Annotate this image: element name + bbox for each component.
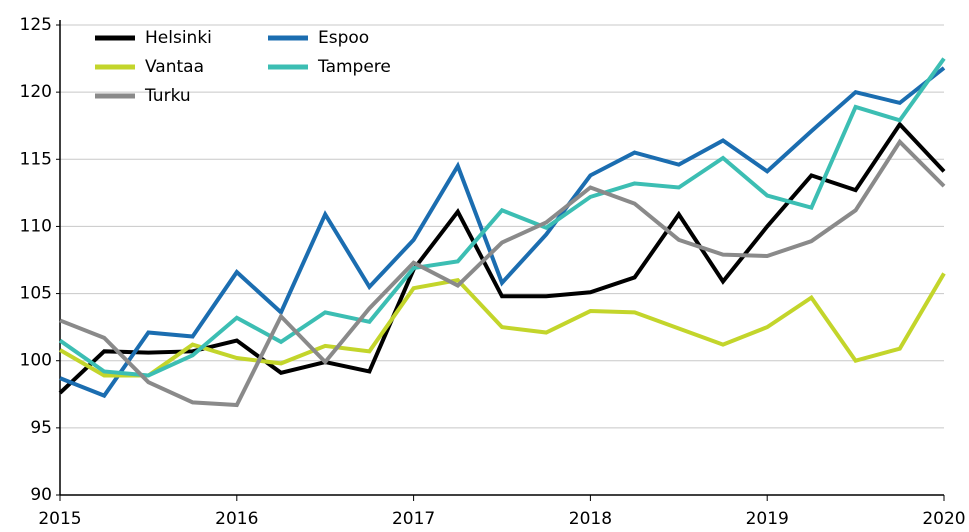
- y-tick-label: 125: [20, 15, 52, 35]
- series-line: [59, 66, 946, 399]
- legend-label: Espoo: [318, 28, 369, 48]
- x-tick-label: 2020: [922, 509, 965, 529]
- legend-label: Helsinki: [145, 28, 212, 48]
- series-line: [59, 272, 946, 378]
- x-tick-label: 2015: [38, 509, 81, 529]
- x-tick-label: 2018: [569, 509, 612, 529]
- y-tick-label: 95: [30, 418, 52, 438]
- legend-label: Vantaa: [145, 57, 204, 77]
- y-tick-label: 115: [20, 149, 52, 169]
- y-tick-label: 110: [20, 216, 52, 236]
- series-line: [58, 121, 946, 395]
- series-line: [58, 57, 946, 378]
- y-tick-label: 100: [20, 351, 52, 371]
- y-tick-label: 105: [20, 284, 52, 304]
- x-tick-label: 2016: [215, 509, 258, 529]
- y-tick-label: 90: [30, 485, 52, 505]
- x-tick-label: 2019: [746, 509, 789, 529]
- legend-label: Tampere: [317, 57, 391, 77]
- series-line: [59, 138, 946, 408]
- y-tick-label: 120: [20, 82, 52, 102]
- legend-label: Turku: [144, 86, 191, 106]
- x-tick-label: 2017: [392, 509, 435, 529]
